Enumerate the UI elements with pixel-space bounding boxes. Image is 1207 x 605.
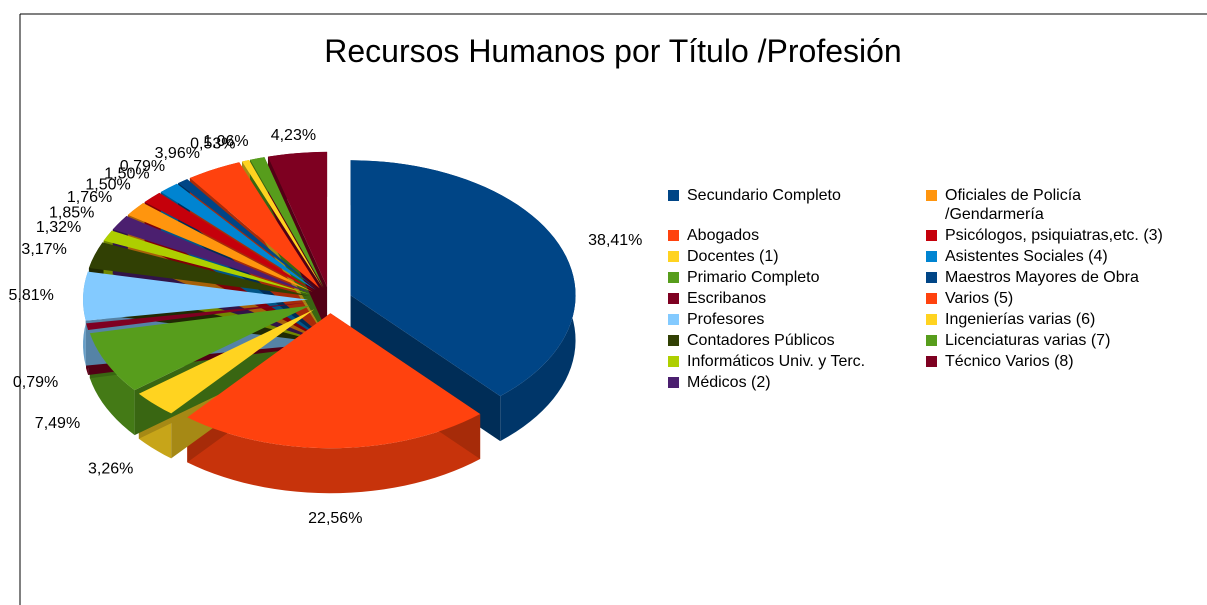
slice	[103, 230, 311, 295]
data-label: 1,06%	[203, 133, 248, 150]
legend-label: Abogados	[687, 227, 760, 244]
pie-labels: 38,41% 22,56% 3,26% 7,49% 0,79% 5,81% 3,17% 1,3…	[8, 127, 642, 527]
legend-label: Secundario Completo	[687, 187, 841, 204]
legend-swatch	[668, 230, 679, 241]
data-label: 3,17%	[21, 241, 66, 258]
data-label: 38,41%	[588, 232, 642, 249]
legend-swatch	[926, 251, 937, 262]
legend-swatch	[668, 356, 679, 367]
legend-item: Escribanos	[668, 289, 926, 308]
legend-label: Técnico Varios (8)	[945, 353, 1074, 370]
legend-item: Maestros Mayores de Obra	[926, 268, 1166, 287]
legend-swatch	[926, 272, 937, 283]
legend-item: Licenciaturas varias (7)	[926, 331, 1166, 350]
slice	[187, 313, 481, 449]
data-label: 7,49%	[35, 415, 80, 432]
legend-item: Primario Completo	[668, 268, 926, 287]
pie-tops	[83, 151, 576, 449]
data-label: 0,53%	[190, 135, 235, 152]
legend-item: Ingenierías varias (6)	[926, 310, 1166, 329]
legend-swatch	[926, 293, 937, 304]
data-label: 0,79%	[13, 374, 58, 391]
data-label: 1,50%	[85, 176, 130, 193]
slice	[144, 192, 315, 291]
data-label: 1,76%	[67, 189, 112, 206]
legend-label: Profesores	[687, 311, 765, 328]
legend-item: Profesores	[668, 310, 926, 329]
legend-label: Psicólogos, psiquiatras,etc. (3)	[945, 227, 1163, 244]
legend-label: Contadores Públicos	[687, 332, 835, 349]
data-label: 3,26%	[88, 461, 133, 478]
legend-swatch	[668, 190, 679, 201]
data-label: 1,50%	[104, 166, 149, 183]
legend-label: Varios (5)	[945, 290, 1014, 307]
legend-item: Psicólogos, psiquiatras,etc. (3)	[926, 226, 1166, 245]
data-label: 3,96%	[155, 145, 200, 162]
legend-swatch	[926, 190, 937, 201]
legend-label: Ingenierías varias (6)	[945, 311, 1096, 328]
legend-label: Licenciaturas varias (7)	[945, 332, 1111, 349]
legend-label: Informáticos Univ. y Terc.	[687, 353, 866, 370]
legend-label: Médicos (2)	[687, 374, 771, 391]
legend-label: Maestros Mayores de Obra	[945, 269, 1139, 286]
legend-label: Primario Completo	[687, 269, 820, 286]
data-label: 22,56%	[308, 510, 362, 527]
data-label: 4,23%	[271, 127, 316, 144]
slice	[86, 302, 309, 330]
legend-item: Secundario Completo	[668, 186, 926, 224]
slice	[178, 179, 317, 290]
legend-swatch	[668, 377, 679, 388]
legend-item: Médicos (2)	[668, 373, 926, 392]
data-label: 1,85%	[49, 205, 94, 222]
legend-label: Escribanos	[687, 290, 767, 307]
legend-swatch	[668, 251, 679, 262]
legend-swatch	[926, 335, 937, 346]
data-label: 0,79%	[120, 158, 165, 175]
legend-swatch	[668, 293, 679, 304]
slice	[83, 271, 309, 321]
slice-side	[187, 413, 481, 494]
legend-item: Varios (5)	[926, 289, 1166, 308]
slice	[127, 203, 313, 292]
slice	[189, 162, 320, 289]
legend: Secundario Completo Abogados Docentes (1) P…	[668, 186, 1166, 392]
data-label: 1,32%	[36, 219, 81, 236]
legend-swatch	[668, 314, 679, 325]
legend-item: Docentes (1)	[668, 247, 926, 266]
legend-swatch	[926, 314, 937, 325]
legend-item: Asistentes Sociales (4)	[926, 247, 1166, 266]
legend-label: Oficiales de Policía /Gendarmería	[945, 187, 1082, 223]
legend-item: Informáticos Univ. y Terc.	[668, 352, 926, 371]
legend-label: Docentes (1)	[687, 248, 779, 265]
legend-item: Contadores Públicos	[668, 331, 926, 350]
slice	[250, 157, 324, 288]
chart-title: Recursos Humanos por Título /Profesión	[324, 33, 901, 69]
legend-label: Asistentes Sociales (4)	[945, 248, 1108, 265]
legend-item: Técnico Varios (8)	[926, 352, 1166, 371]
slice	[267, 151, 328, 287]
slice	[89, 305, 311, 391]
legend-item: Abogados	[668, 226, 926, 245]
slice	[160, 183, 316, 291]
legend-swatch	[668, 335, 679, 346]
data-label: 5,81%	[8, 287, 53, 304]
legend-swatch	[926, 230, 937, 241]
slice	[88, 242, 310, 296]
slice	[138, 309, 315, 414]
slice	[350, 160, 576, 397]
legend-item: Oficiales de Policía /Gendarmería	[926, 186, 1166, 224]
legend-swatch	[668, 272, 679, 283]
legend-swatch	[926, 356, 937, 367]
slice	[242, 159, 323, 288]
slice	[112, 216, 312, 294]
